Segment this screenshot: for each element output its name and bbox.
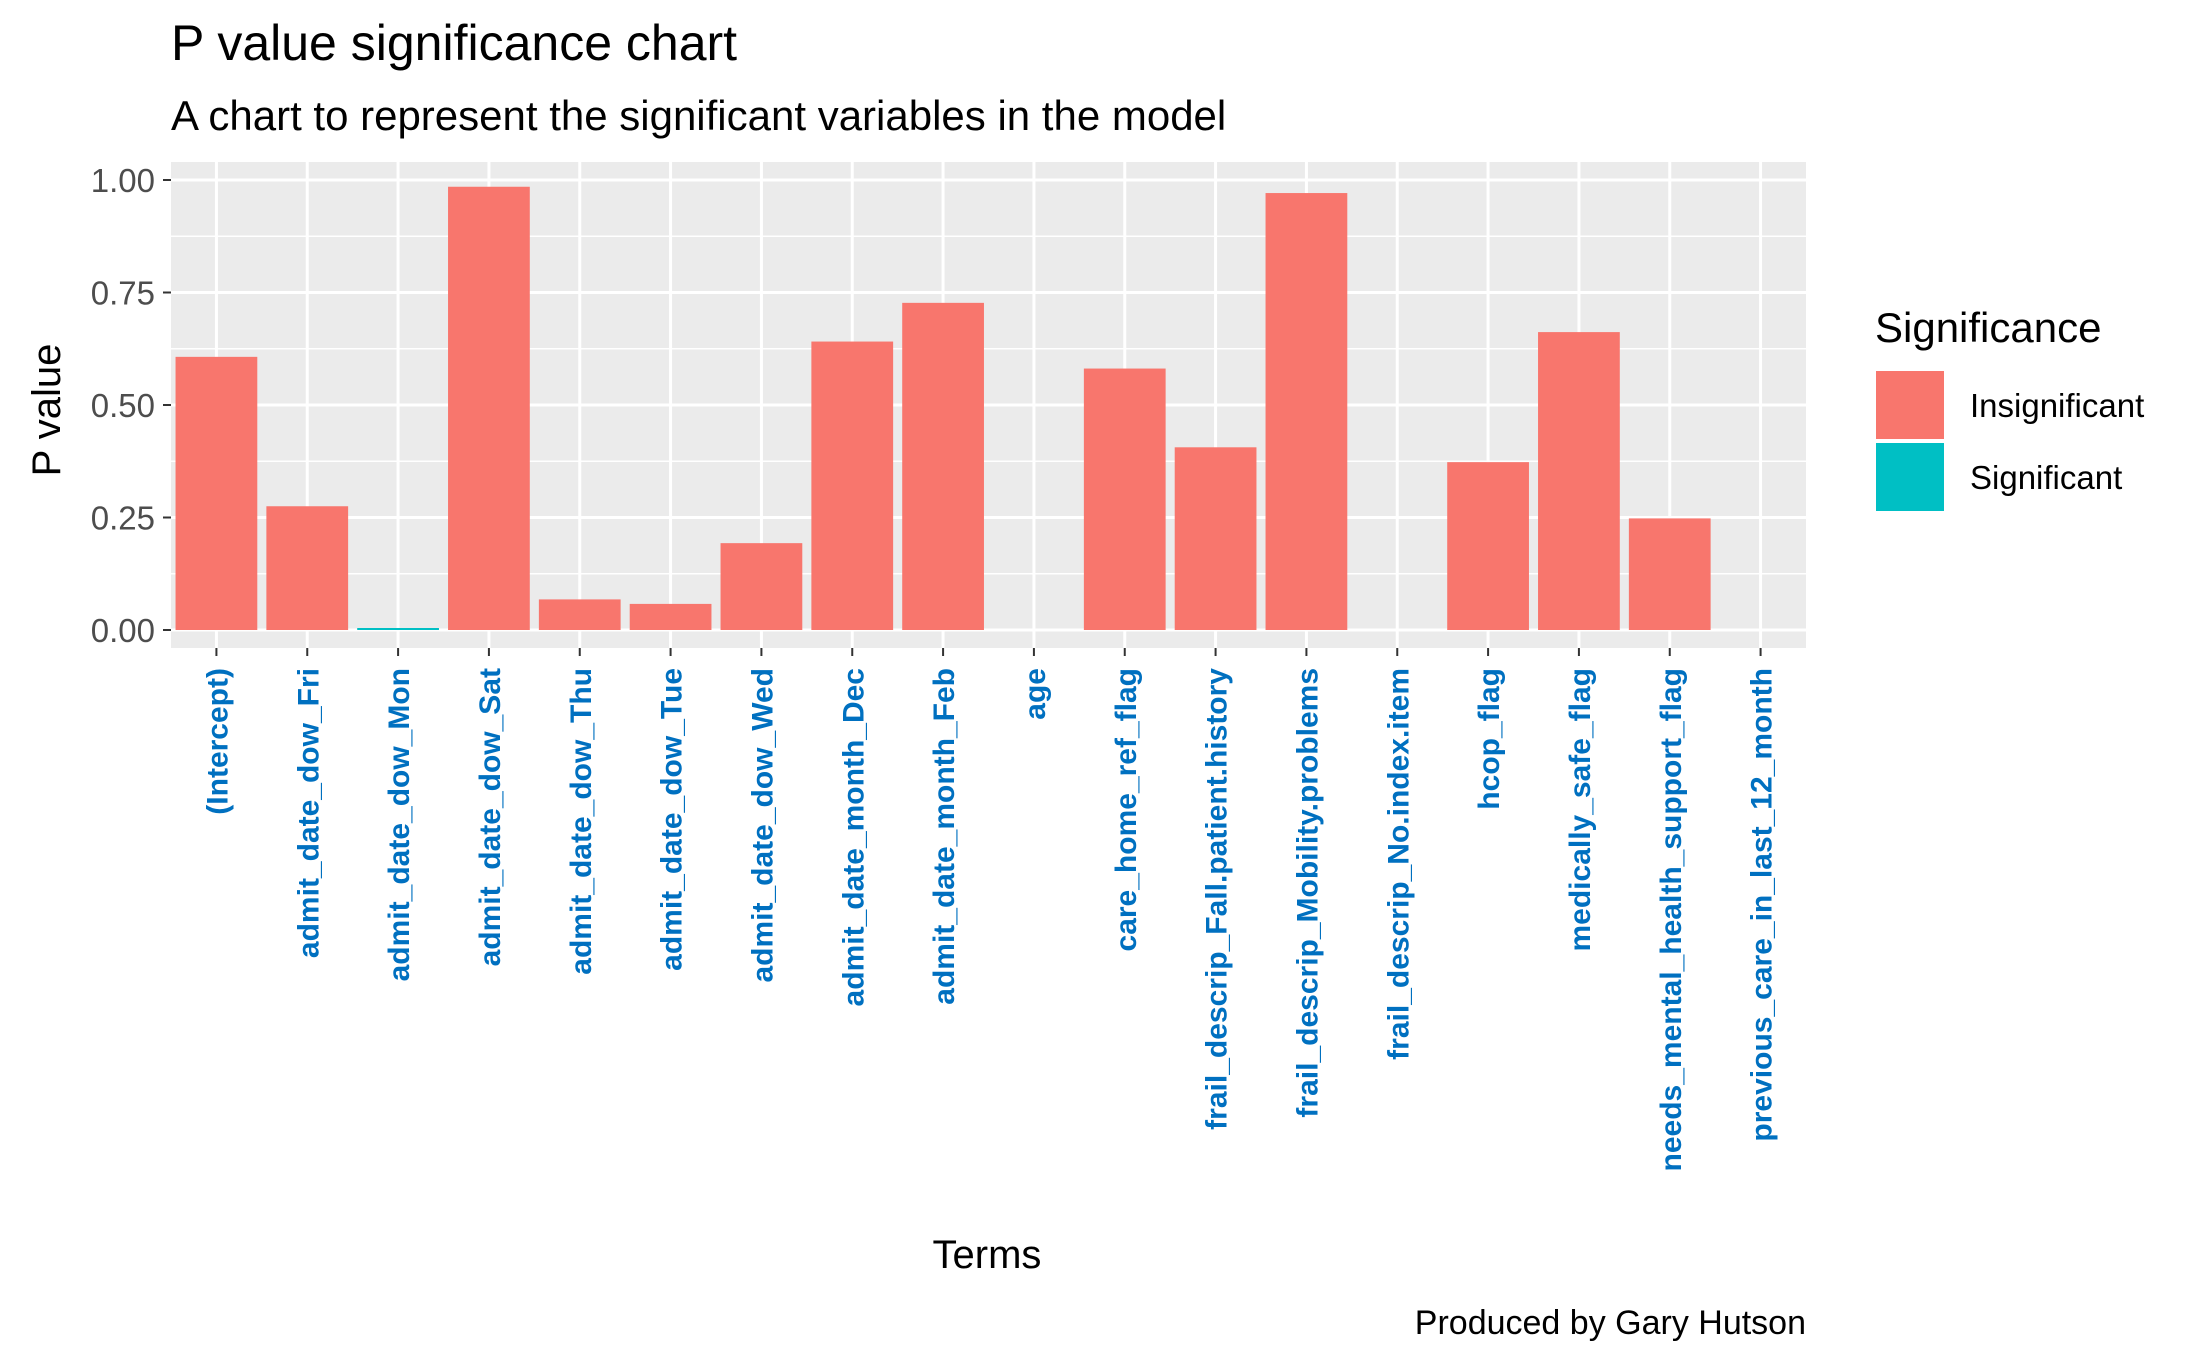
x-tick-label-care-home-ref-flag: care_home_ref_flag (1110, 668, 1143, 951)
legend-swatch-significant (1874, 441, 1946, 513)
legend-label-insignificant: Insignificant (1970, 387, 2144, 424)
bar-frail-descrip-fall-patient-history (1174, 447, 1257, 630)
x-tick-label-admit-date-dow-sat: admit_date_dow_Sat (474, 668, 507, 966)
y-tick-label: 0.00 (91, 612, 155, 649)
x-axis: (Intercept) admit_date_dow_Fri admit_date_… (201, 648, 1779, 1171)
legend-label-significant: Significant (1970, 459, 2122, 496)
y-tick-label: 0.75 (91, 275, 155, 312)
minor-gridlines (171, 235, 1806, 575)
x-tick-label-age: age (1019, 668, 1052, 720)
bar-admit-date-dow-thu (538, 599, 621, 630)
legend-entries: Insignificant Significant (1874, 369, 2144, 513)
chart-caption: Produced by Gary Hutson (1415, 1304, 1806, 1342)
x-tick-label-hcop-flag: hcop_flag (1473, 668, 1506, 810)
bar-medically-safe-flag (1538, 332, 1620, 630)
bar-admit-date-dow-tue (629, 603, 712, 630)
bar-admit-date-dow-wed (720, 543, 803, 630)
y-tick-label: 1.00 (91, 162, 155, 199)
x-tick-label-admit-date-dow-wed: admit_date_dow_Wed (746, 668, 779, 983)
bars (175, 186, 1711, 631)
x-axis-title: Terms (933, 1233, 1042, 1277)
bar-needs-mental-health-support-flag (1628, 518, 1711, 630)
chart-title: P value significance chart (171, 15, 737, 71)
x-tick-label-admit-date-dow-thu: admit_date_dow_Thu (565, 668, 598, 975)
bar-care-home-ref-flag (1083, 368, 1166, 630)
bar-intercept (175, 356, 258, 630)
bar-admit-date-dow-mon (357, 628, 439, 630)
bar-frail-descrip-mobility-problems (1265, 193, 1348, 631)
x-tick-label-admit-date-month-feb: admit_date_month_Feb (928, 668, 961, 1005)
x-tick-label-medically-safe-flag: medically_safe_flag (1564, 668, 1597, 952)
bar-hcop-flag (1447, 462, 1529, 630)
x-tick-label-previous-care-in-last-12-month: previous_care_in_last_12_month (1746, 668, 1779, 1142)
plot-area (171, 162, 1806, 648)
y-tick-label: 0.50 (91, 387, 155, 424)
y-tick-label: 0.25 (91, 500, 155, 537)
y-axis: 0.00 0.25 0.50 0.75 1.00 (91, 162, 171, 649)
legend-title: Significance (1875, 304, 2101, 351)
x-tick-label-admit-date-dow-mon: admit_date_dow_Mon (383, 668, 416, 981)
x-tick-label-admit-date-month-dec: admit_date_month_Dec (837, 668, 870, 1006)
x-tick-label-admit-date-dow-tue: admit_date_dow_Tue (656, 668, 689, 971)
x-tick-label-frail-descrip-mobility-problems: frail_descrip_Mobility.problems (1291, 668, 1324, 1118)
legend: Significance Insignificant Significant (1874, 304, 2144, 513)
x-tick-label-frail-descrip-fall-patient-history: frail_descrip_Fall.patient.history (1201, 668, 1234, 1130)
bar-admit-date-dow-sat (448, 186, 530, 630)
x-tick-label-intercept: (Intercept) (201, 668, 234, 815)
chart-subtitle: A chart to represent the significant var… (171, 92, 1226, 139)
bar-admit-date-dow-fri (266, 506, 349, 630)
y-axis-title: P value (25, 344, 69, 477)
x-tick-label-frail-descrip-no-index-item: frail_descrip_No.index.item (1382, 668, 1415, 1060)
legend-swatch-insignificant (1874, 369, 1946, 441)
bar-admit-date-month-feb (902, 302, 984, 630)
x-tick-label-needs-mental-health-support-flag: needs_mental_health_support_flag (1655, 668, 1688, 1171)
x-tick-label-admit-date-dow-fri: admit_date_dow_Fri (292, 668, 325, 958)
bar-admit-date-month-dec (811, 341, 894, 630)
